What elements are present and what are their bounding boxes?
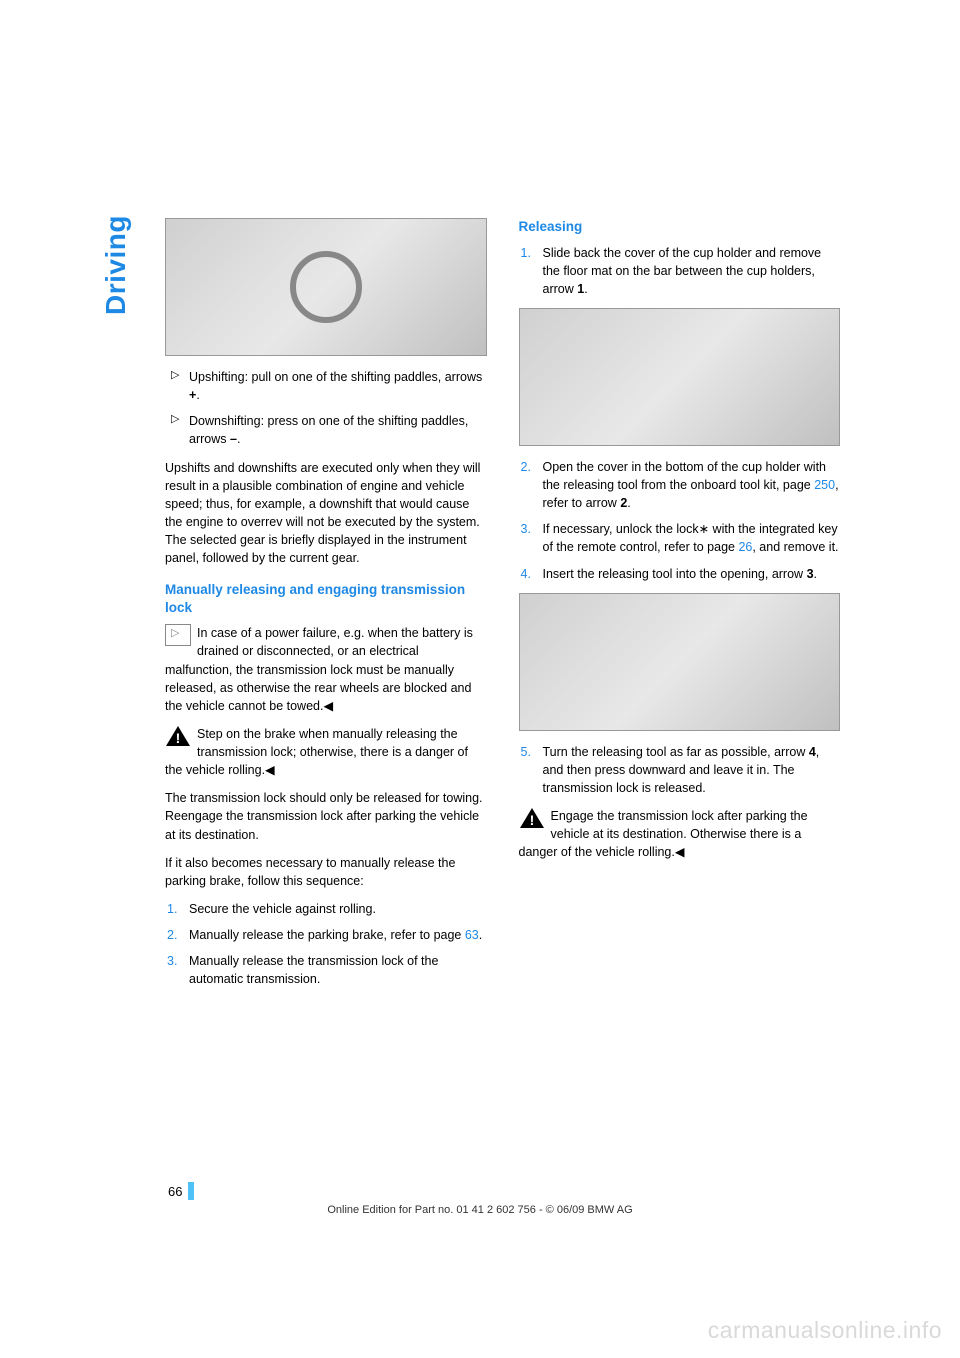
step-number: 3.	[521, 520, 531, 538]
page-link[interactable]: 26	[738, 540, 752, 554]
figure-steering-wheel	[165, 218, 487, 356]
watermark: carmanualsonline.info	[708, 1317, 942, 1344]
sequence-steps: 1. Secure the vehicle against rolling. 2…	[165, 900, 487, 989]
step-text: Manually release the transmission lock o…	[189, 954, 438, 986]
step-2: 2. Open the cover in the bottom of the c…	[519, 458, 841, 512]
step-text: .	[814, 567, 817, 581]
step-number: 2.	[167, 926, 177, 944]
section-title: Driving	[100, 215, 132, 315]
releasing-steps-b: 2. Open the cover in the bottom of the c…	[519, 458, 841, 583]
step-number: 1.	[167, 900, 177, 918]
step-text: Turn the releasing tool as far as possib…	[543, 745, 809, 759]
step-number: 4.	[521, 565, 531, 583]
svg-text:!: !	[176, 730, 181, 746]
step-5: 5. Turn the releasing tool as far as pos…	[519, 743, 841, 797]
releasing-steps-c: 5. Turn the releasing tool as far as pos…	[519, 743, 841, 797]
para-shift-behavior: Upshifts and downshifts are executed onl…	[165, 459, 487, 568]
step-text: , and remove it.	[752, 540, 838, 554]
bold: 3	[807, 567, 814, 581]
bold: –	[230, 432, 237, 446]
bold: 4	[809, 745, 816, 759]
step-number: 5.	[521, 743, 531, 761]
para-towing: The transmission lock should only be rel…	[165, 789, 487, 843]
step-number: 3.	[167, 952, 177, 970]
heading-releasing: Releasing	[519, 218, 841, 236]
figure-cupholder	[519, 308, 841, 446]
step-4: 4. Insert the releasing tool into the op…	[519, 565, 841, 583]
heading-manual-release: Manually releasing and engaging transmis…	[165, 581, 487, 616]
footer-copyright: Online Edition for Part no. 01 41 2 602 …	[0, 1204, 960, 1216]
step-text: Manually release the parking brake, refe…	[189, 928, 465, 942]
step-1: 1. Secure the vehicle against rolling.	[165, 900, 487, 918]
text: .	[237, 432, 240, 446]
warning-icon: !	[165, 725, 191, 747]
step-text: Secure the vehicle against rolling.	[189, 902, 376, 916]
text: .	[196, 388, 199, 402]
page-link[interactable]: 63	[465, 928, 479, 942]
text: Upshifting: pull on one of the shifting …	[189, 370, 482, 384]
warning-brake: ! Step on the brake when manually releas…	[165, 725, 487, 779]
note-power-failure: In case of a power failure, e.g. when th…	[165, 624, 487, 715]
left-column: Upshifting: pull on one of the shifting …	[165, 218, 487, 998]
shift-bullets: Upshifting: pull on one of the shifting …	[165, 368, 487, 449]
step-1: 1. Slide back the cover of the cup holde…	[519, 244, 841, 298]
page-number: 66	[168, 1184, 188, 1200]
step-text: .	[627, 496, 630, 510]
releasing-steps-a: 1. Slide back the cover of the cup holde…	[519, 244, 841, 298]
step-text: Insert the releasing tool into the openi…	[543, 567, 807, 581]
step-text: If necessary, unlock the lock	[543, 522, 699, 536]
step-number: 2.	[521, 458, 531, 476]
warning-icon: !	[519, 807, 545, 829]
step-3: 3. Manually release the transmission loc…	[165, 952, 487, 988]
step-number: 1.	[521, 244, 531, 262]
svg-text:!: !	[529, 812, 534, 828]
step-text: .	[479, 928, 482, 942]
bullet-upshift: Upshifting: pull on one of the shifting …	[165, 368, 487, 404]
asterisk: ∗	[699, 522, 709, 536]
step-2: 2. Manually release the parking brake, r…	[165, 926, 487, 944]
warning-text: Step on the brake when manually releasin…	[165, 727, 468, 777]
note-text: In case of a power failure, e.g. when th…	[165, 626, 473, 713]
figure-releasing-tool	[519, 593, 841, 731]
bullet-downshift: Downshifting: press on one of the shifti…	[165, 412, 487, 448]
page-number-bar	[188, 1182, 194, 1200]
step-text: Open the cover in the bottom of the cup …	[543, 460, 827, 492]
right-column: Releasing 1. Slide back the cover of the…	[519, 218, 841, 998]
warning-text: Engage the transmission lock after parki…	[519, 809, 808, 859]
warning-engage-lock: ! Engage the transmission lock after par…	[519, 807, 841, 861]
note-icon	[165, 624, 191, 646]
step-3: 3. If necessary, unlock the lock∗ with t…	[519, 520, 841, 556]
step-text: .	[584, 282, 587, 296]
page-link[interactable]: 250	[814, 478, 835, 492]
para-sequence-intro: If it also becomes necessary to manually…	[165, 854, 487, 890]
page-number-block: 66	[168, 1182, 194, 1200]
